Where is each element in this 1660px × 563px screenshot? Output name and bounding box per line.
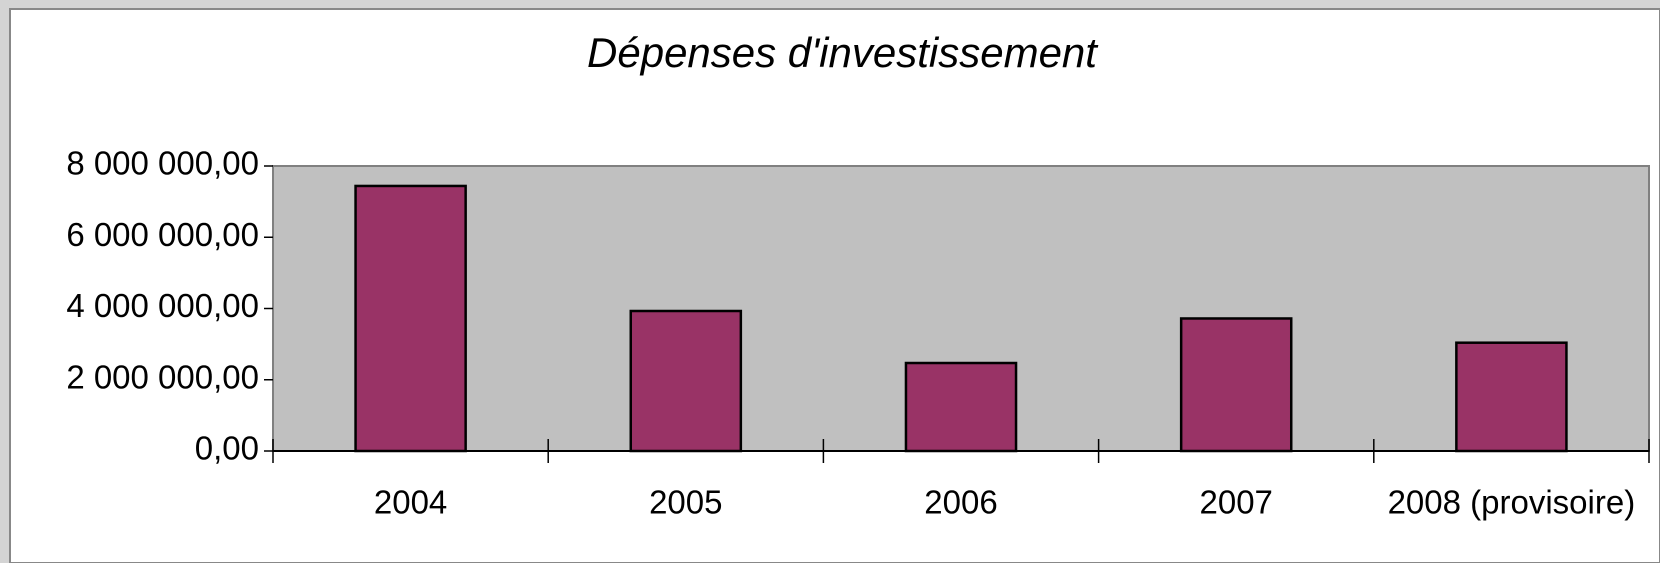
y-tick-label: 6 000 000,00 <box>66 216 259 253</box>
bar <box>904 361 1018 453</box>
bar <box>1179 317 1293 453</box>
y-tick-label: 4 000 000,00 <box>66 287 259 324</box>
y-tick-label: 0,00 <box>195 430 259 467</box>
x-tick-label: 2005 <box>649 484 722 521</box>
x-tick-label: 2008 (provisoire) <box>1388 484 1636 521</box>
y-tick-label: 2 000 000,00 <box>66 358 259 395</box>
y-tick-label: 8 000 000,00 <box>66 145 259 182</box>
bar <box>354 184 467 453</box>
x-tick-label: 2006 <box>924 484 997 521</box>
chart-title: Dépenses d'investissement <box>587 29 1099 76</box>
bar <box>1455 341 1568 453</box>
x-tick-label: 2004 <box>374 484 447 521</box>
x-tick-label: 2007 <box>1199 484 1272 521</box>
bar <box>629 309 743 453</box>
